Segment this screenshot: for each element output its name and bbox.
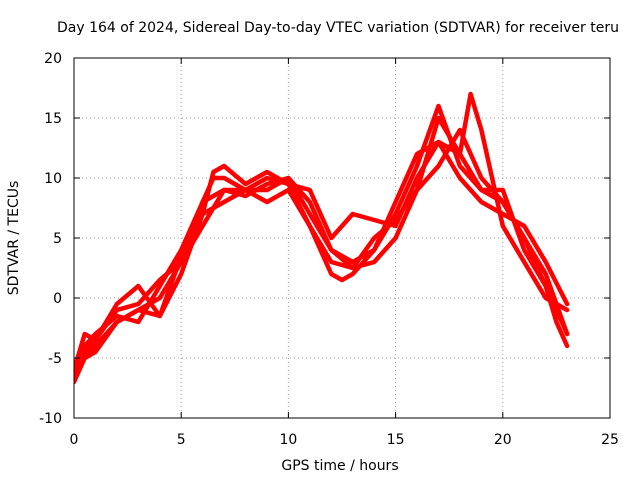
series-layer: [74, 91, 570, 385]
axis-ticks: 0 5 10 15 20 25 -10 -5 0 5 10 15 20: [39, 51, 619, 448]
series-track-3: [74, 91, 570, 373]
y-tick-label: 20: [44, 51, 62, 67]
y-tick-label: -5: [48, 351, 62, 367]
x-tick-label: 10: [279, 432, 297, 448]
x-tick-label: 25: [601, 432, 619, 448]
chart-title: Day 164 of 2024, Sidereal Day-to-day VTE…: [57, 20, 619, 36]
series-track-4: [74, 127, 570, 385]
y-tick-label: -10: [39, 411, 62, 427]
series-track-5: [74, 139, 570, 373]
y-tick-label: 5: [53, 231, 62, 247]
x-tick-label: 15: [387, 432, 405, 448]
series-track-2: [74, 115, 570, 367]
x-tick-label: 0: [70, 432, 79, 448]
x-tick-label: 5: [177, 432, 186, 448]
x-axis-title: GPS time / hours: [281, 458, 398, 474]
x-tick-label: 20: [494, 432, 512, 448]
y-tick-label: 10: [44, 171, 62, 187]
y-tick-label: 0: [53, 291, 62, 307]
y-tick-label: 15: [44, 111, 62, 127]
y-axis-title: SDTVAR / TECUs: [6, 181, 22, 296]
